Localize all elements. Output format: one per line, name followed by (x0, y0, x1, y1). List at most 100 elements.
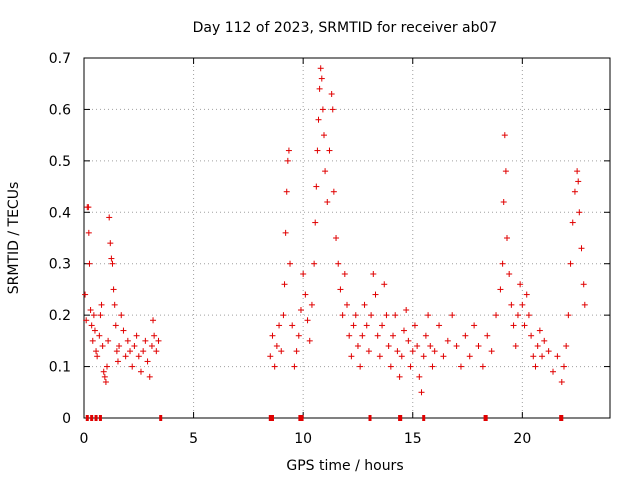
data-point (503, 235, 510, 241)
data-point (86, 260, 93, 267)
data-point (370, 271, 377, 277)
data-point (114, 358, 121, 365)
data-point (320, 132, 327, 139)
data-point (304, 317, 311, 324)
data-point (111, 301, 118, 308)
data-point (422, 332, 429, 339)
data-point (110, 286, 117, 293)
data-point (444, 337, 451, 344)
data-point (322, 168, 329, 175)
data-point (575, 178, 582, 185)
data-point (398, 353, 405, 360)
data-point (311, 260, 318, 267)
axis-ticks (83, 57, 610, 419)
data-point (326, 147, 333, 154)
data-point (346, 332, 353, 339)
data-point (541, 337, 548, 344)
baseline-markers (85, 415, 564, 421)
x-tick-label: 5 (189, 431, 198, 447)
data-point (484, 332, 491, 339)
data-point (563, 343, 570, 349)
data-point (297, 307, 304, 313)
data-point (528, 332, 535, 339)
y-tick-label: 0 (62, 411, 71, 427)
data-point (574, 168, 581, 175)
data-point (403, 307, 410, 313)
data-point (91, 327, 98, 334)
data-point (291, 363, 298, 370)
data-point (127, 348, 134, 355)
data-point (140, 348, 147, 355)
data-point (104, 363, 111, 370)
data-point (462, 332, 469, 339)
data-point (372, 291, 379, 298)
data-point (129, 363, 136, 370)
data-point (453, 343, 460, 349)
data-point (99, 343, 106, 349)
data-point (560, 363, 567, 370)
data-point (361, 301, 368, 308)
data-point (536, 327, 543, 334)
data-point (405, 337, 412, 344)
data-point (148, 343, 155, 349)
data-point (333, 235, 340, 241)
data-point (101, 373, 108, 380)
data-point (284, 157, 291, 164)
data-point (293, 348, 300, 355)
data-point (466, 353, 473, 360)
data-point (394, 348, 401, 355)
data-point (93, 348, 100, 355)
data-point (569, 219, 576, 226)
data-point (420, 353, 427, 360)
grid (84, 58, 610, 418)
data-point (510, 322, 517, 329)
data-point (580, 281, 587, 288)
data-point (146, 373, 153, 380)
data-point (313, 183, 320, 190)
baseline-marker (399, 415, 403, 421)
data-point (506, 271, 513, 277)
data-point (318, 75, 325, 82)
data-point (131, 343, 138, 349)
data-point (88, 322, 95, 329)
data-point (271, 363, 278, 370)
data-point (565, 312, 572, 319)
data-point (328, 91, 335, 97)
plot-frame (83, 57, 611, 419)
data-point (374, 332, 381, 339)
x-tick-label: 20 (513, 431, 531, 447)
x-tick-label: 10 (294, 431, 312, 447)
data-point (530, 353, 537, 360)
data-point (436, 322, 443, 329)
data-point (427, 343, 434, 349)
data-point (285, 147, 292, 154)
data-point (155, 337, 162, 344)
data-point (554, 353, 561, 360)
data-point (278, 348, 285, 355)
data-point (488, 348, 495, 355)
data-point (150, 317, 157, 324)
data-point (521, 322, 528, 329)
data-point (312, 219, 319, 226)
data-point (94, 353, 101, 360)
data-point (550, 368, 557, 375)
data-point (416, 373, 423, 380)
baseline-marker (94, 415, 98, 421)
baseline-marker (422, 415, 426, 421)
data-point (90, 312, 97, 319)
data-point (376, 353, 383, 360)
data-point (497, 286, 504, 293)
data-point (545, 348, 552, 355)
data-point (135, 353, 142, 360)
data-point (381, 281, 388, 288)
y-tick-label: 0.4 (49, 205, 71, 221)
data-point (102, 379, 109, 385)
data-point (108, 255, 115, 262)
data-point (525, 312, 532, 319)
data-point (501, 132, 508, 139)
data-point (352, 312, 359, 319)
data-point (411, 322, 418, 329)
data-point (337, 286, 344, 293)
data-point (475, 343, 482, 349)
